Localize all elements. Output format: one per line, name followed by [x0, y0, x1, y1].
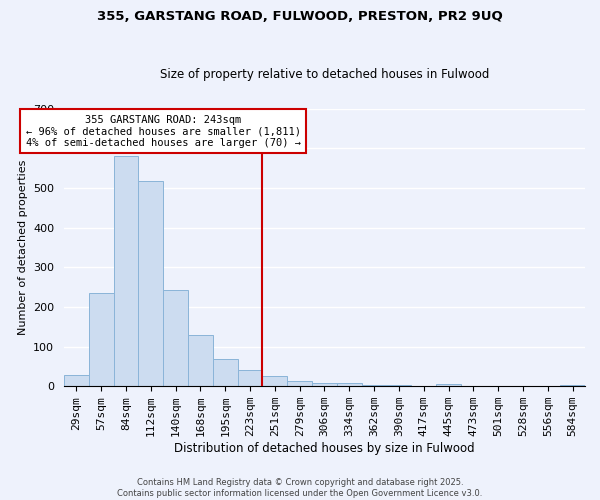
Text: 355 GARSTANG ROAD: 243sqm
← 96% of detached houses are smaller (1,811)
4% of sem: 355 GARSTANG ROAD: 243sqm ← 96% of detac… [26, 114, 301, 148]
X-axis label: Distribution of detached houses by size in Fulwood: Distribution of detached houses by size … [174, 442, 475, 455]
Bar [64, 375, 89, 386]
Bar [238, 370, 262, 386]
Text: 355, GARSTANG ROAD, FULWOOD, PRESTON, PR2 9UQ: 355, GARSTANG ROAD, FULWOOD, PRESTON, PR… [97, 10, 503, 23]
Bar [337, 383, 362, 386]
Bar [139, 180, 163, 386]
Text: Contains HM Land Registry data © Crown copyright and database right 2025.
Contai: Contains HM Land Registry data © Crown c… [118, 478, 482, 498]
Bar [262, 376, 287, 386]
Y-axis label: Number of detached properties: Number of detached properties [17, 160, 28, 335]
Bar [312, 383, 337, 386]
Bar [188, 336, 213, 386]
Bar [113, 156, 139, 386]
Bar [213, 359, 238, 386]
Title: Size of property relative to detached houses in Fulwood: Size of property relative to detached ho… [160, 68, 489, 81]
Bar [163, 290, 188, 386]
Bar [436, 384, 461, 386]
Bar [287, 380, 312, 386]
Bar [89, 293, 113, 386]
Bar [362, 384, 386, 386]
